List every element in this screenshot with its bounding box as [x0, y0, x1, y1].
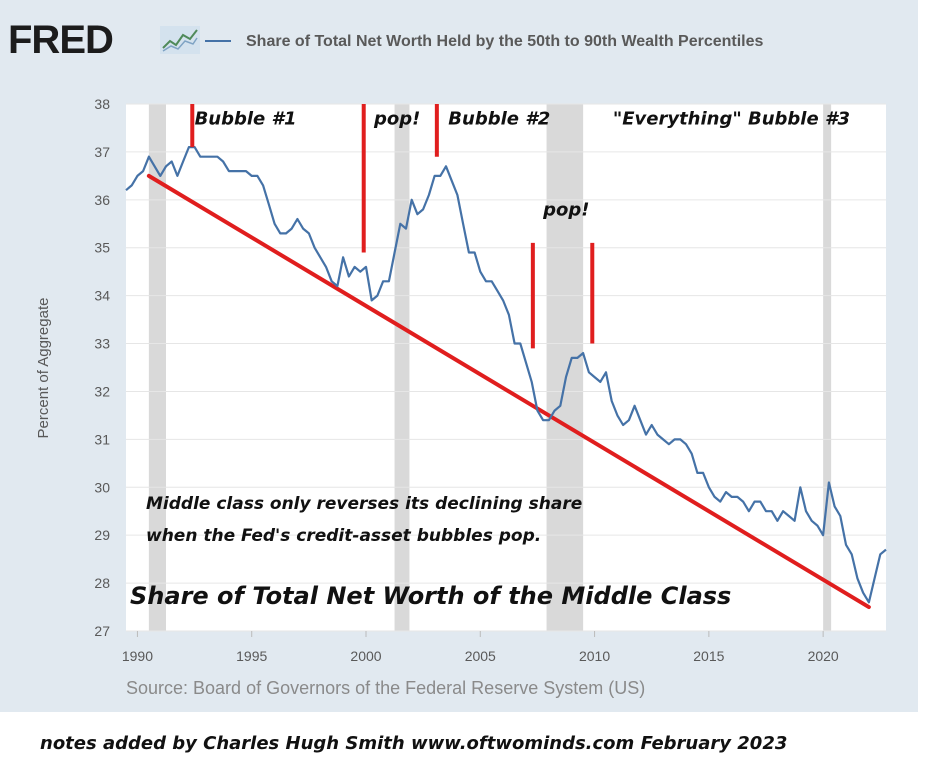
annotation-label: pop!	[542, 199, 589, 220]
series-layer	[125, 146, 887, 604]
x-tick-label: 2005	[465, 648, 496, 664]
x-tick-label: 1995	[236, 648, 267, 664]
y-tick-label: 31	[94, 431, 110, 447]
line-graph-icon	[160, 26, 200, 54]
annotation-label: Bubble #2	[448, 108, 550, 129]
credits-text: notes added by Charles Hugh Smith www.of…	[40, 733, 788, 754]
source-text: Source: Board of Governors of the Federa…	[126, 678, 646, 698]
x-tick-label: 2015	[693, 648, 724, 664]
annotations: Bubble #1 pop! Bubble #2 "Everything" Bubbl…	[195, 108, 850, 220]
recession-band	[148, 104, 166, 631]
chart-svg: 27 28 29 30 31 32 33 34 35 36 37 38 1990 1995 2000 200…	[35, 96, 887, 664]
y-tick-labels: 27 28 29 30 31 32 33 34 35 36 37 38	[94, 96, 110, 639]
y-tick-label: 27	[94, 623, 110, 639]
recession-band	[394, 104, 410, 631]
y-tick-label: 36	[94, 192, 110, 208]
fred-logo: FRED	[8, 18, 114, 62]
x-tick-label: 2000	[350, 648, 381, 664]
y-tick-label: 37	[94, 144, 110, 160]
y-axis-label: Percent of Aggregate	[35, 298, 52, 439]
legend-label: Share of Total Net Worth Held by the 50t…	[246, 33, 764, 50]
x-tick-label: 2010	[579, 648, 610, 664]
note-line-1: Middle class only reverses its declining…	[146, 494, 582, 514]
annotation-label: Bubble #1	[195, 108, 297, 129]
y-tick-label: 28	[94, 575, 110, 591]
y-tick-label: 38	[94, 96, 110, 112]
recession-band	[546, 104, 584, 631]
x-tick-label: 1990	[122, 648, 153, 664]
trend-line	[146, 173, 871, 610]
marker-lines	[190, 104, 595, 349]
x-tick-label: 2020	[808, 648, 839, 664]
note-line-2: when the Fed's credit-asset bubbles pop.	[146, 526, 541, 546]
y-tick-label: 29	[94, 527, 110, 543]
series-line	[125, 146, 887, 604]
x-tick-labels: 1990 1995 2000 2005 2010 2015 2020	[122, 631, 839, 664]
chart-note-title: Share of Total Net Worth of the Middle C…	[130, 582, 731, 610]
recession-shading	[148, 104, 832, 631]
annotation-label: pop!	[373, 108, 420, 129]
recession-band	[823, 104, 832, 631]
gridlines	[126, 103, 886, 632]
y-tick-label: 35	[94, 240, 110, 256]
plot-area	[126, 104, 886, 631]
y-tick-label: 30	[94, 479, 110, 495]
trend-line-layer	[146, 173, 871, 610]
y-tick-label: 34	[94, 288, 110, 304]
legend-swatch	[205, 40, 231, 42]
y-tick-label: 32	[94, 383, 110, 399]
y-tick-label: 33	[94, 336, 110, 352]
annotation-label: "Everything" Bubble #3	[613, 108, 850, 129]
